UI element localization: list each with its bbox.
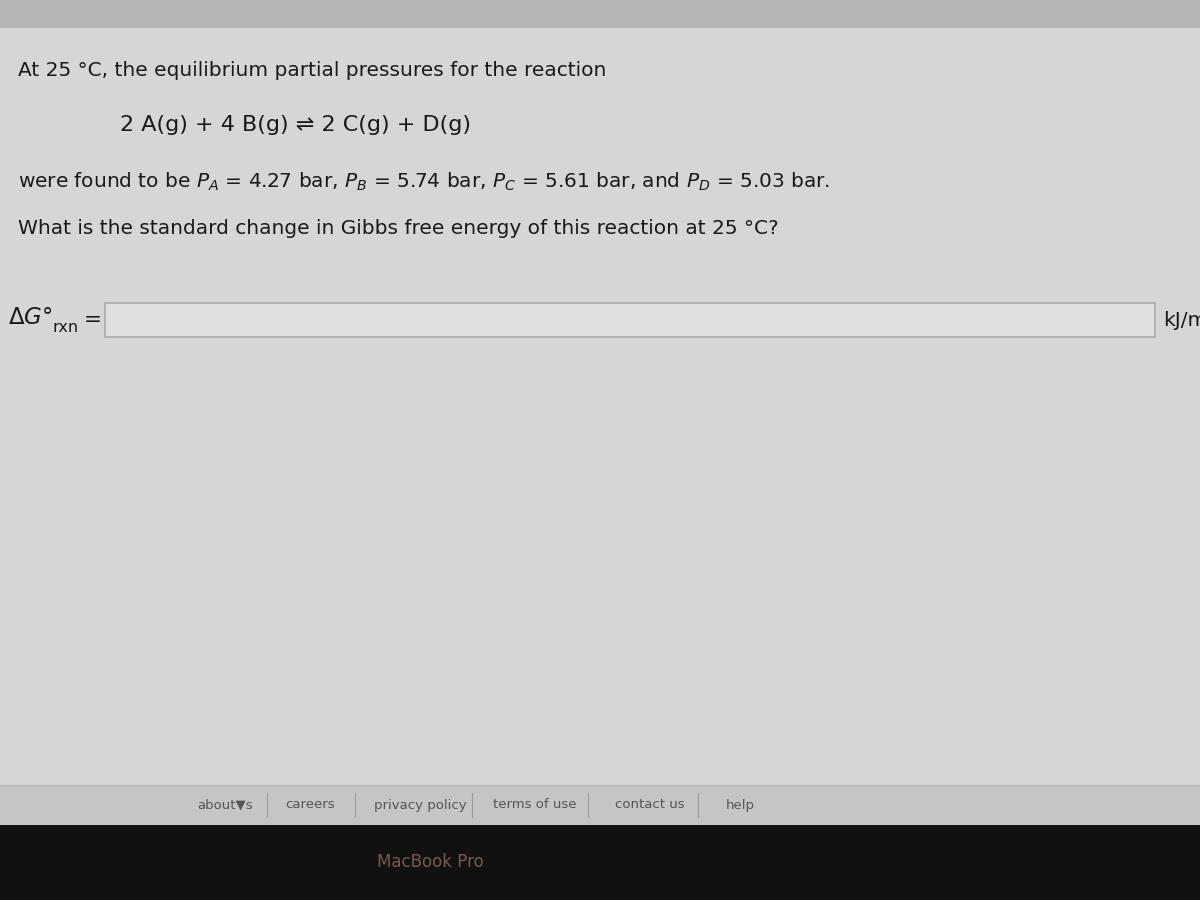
Text: At 25 °C, the equilibrium partial pressures for the reaction: At 25 °C, the equilibrium partial pressu… [18,60,606,79]
Text: kJ/mol: kJ/mol [1163,310,1200,329]
FancyBboxPatch shape [0,28,1200,785]
Text: What is the standard change in Gibbs free energy of this reaction at 25 °C?: What is the standard change in Gibbs fre… [18,219,779,238]
Text: privacy policy: privacy policy [373,798,467,812]
Text: careers: careers [286,798,335,812]
Text: $\Delta G\degree$: $\Delta G\degree$ [8,305,53,328]
Text: were found to be $P_A$ = 4.27 bar, $P_B$ = 5.74 bar, $P_C$ = 5.61 bar, and $P_D$: were found to be $P_A$ = 4.27 bar, $P_B$… [18,171,830,194]
Text: help: help [726,798,755,812]
Text: 2 A(g) + 4 B(g) ⇌ 2 C(g) + D(g): 2 A(g) + 4 B(g) ⇌ 2 C(g) + D(g) [120,115,470,135]
FancyBboxPatch shape [0,0,1200,28]
FancyBboxPatch shape [106,303,1154,337]
FancyBboxPatch shape [0,825,1200,900]
Text: =: = [84,310,102,330]
Text: contact us: contact us [616,798,685,812]
Text: about▼s: about▼s [197,798,253,812]
Text: terms of use: terms of use [493,798,577,812]
Text: rxn: rxn [53,320,79,335]
FancyBboxPatch shape [0,785,1200,825]
Text: MacBook Pro: MacBook Pro [377,853,484,871]
